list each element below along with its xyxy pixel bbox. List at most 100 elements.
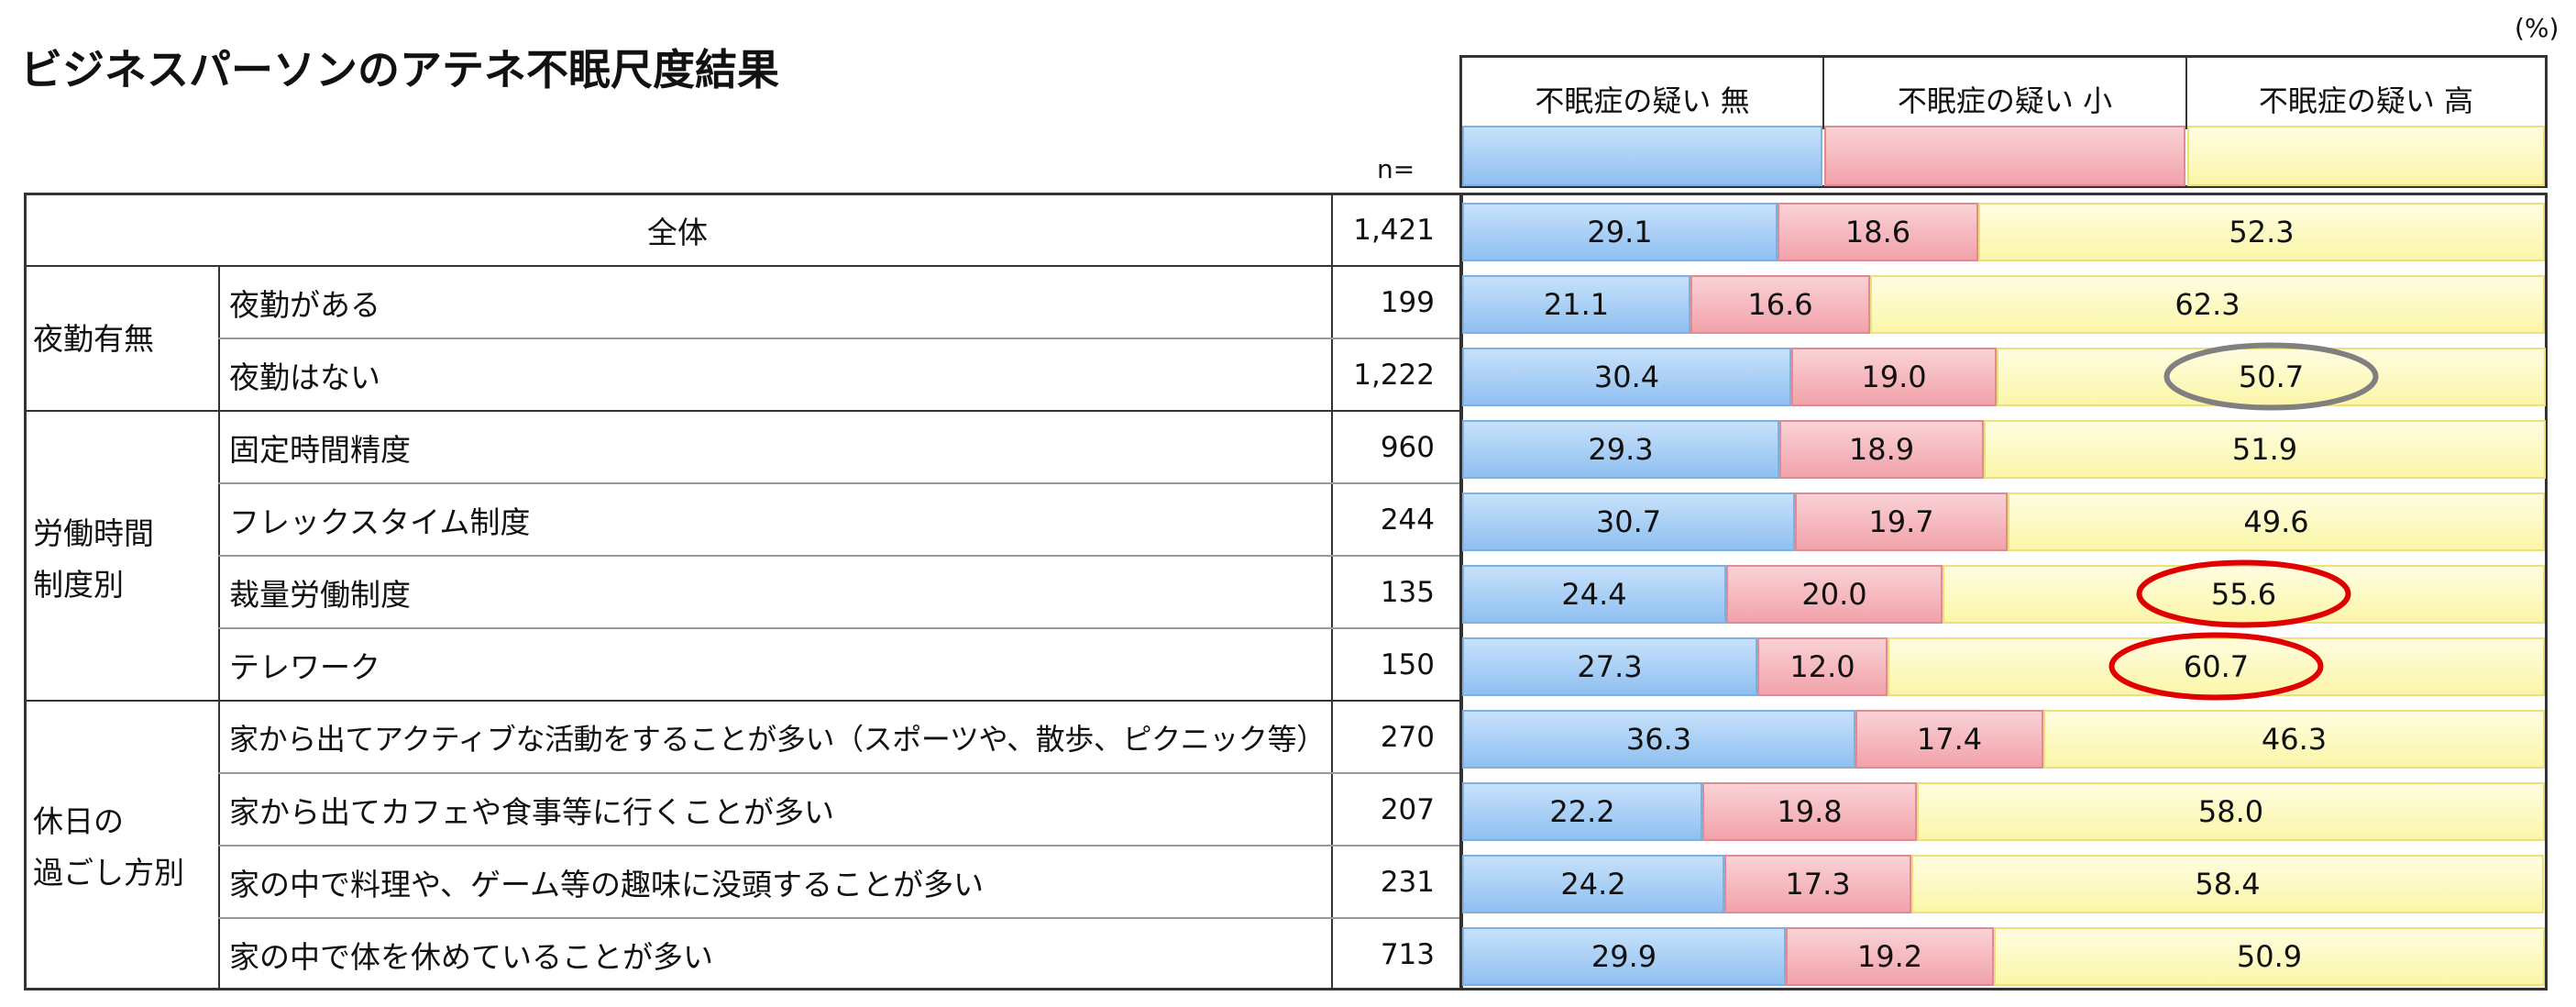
data-label-none: 24.4 bbox=[1561, 576, 1627, 612]
category-label-total: 全体 bbox=[647, 214, 708, 250]
n-value: 150 bbox=[1380, 648, 1435, 681]
bar-segment-high bbox=[1917, 781, 2545, 841]
row-divider bbox=[218, 482, 1459, 484]
highlight-layer bbox=[2108, 342, 2379, 701]
bar-row: 21.1 16.6 62.3 bbox=[1462, 274, 2545, 334]
legend-swatch-none bbox=[1462, 126, 1822, 186]
n-value: 960 bbox=[1380, 431, 1435, 464]
bar-segment-high bbox=[1994, 926, 2545, 986]
legend-label-low: 不眠症の疑い 小 bbox=[1897, 83, 2113, 118]
bar-segment-low bbox=[1779, 419, 1984, 479]
bar-segment-low bbox=[1724, 854, 1911, 913]
bar-segment-low bbox=[1855, 709, 2043, 769]
data-label-high: 49.6 bbox=[2243, 503, 2309, 539]
data-label-none: 22.2 bbox=[1549, 793, 1615, 829]
n-value: 231 bbox=[1380, 866, 1435, 899]
group-label-holiday: 休日の 過ごし方別 bbox=[33, 803, 184, 891]
highlight-circle bbox=[2108, 632, 2324, 701]
row-divider bbox=[218, 627, 1459, 629]
bar-row: 24.4 20.0 55.6 bbox=[1462, 564, 2545, 624]
n-value: 713 bbox=[1380, 938, 1435, 971]
highlight-circle bbox=[2136, 559, 2351, 628]
legend-label-none: 不眠症の疑い 無 bbox=[1535, 83, 1750, 118]
bar-segment-high bbox=[1978, 202, 2545, 261]
row-divider bbox=[24, 410, 1463, 412]
bar-segment-high bbox=[1997, 347, 2546, 406]
data-label-high: 58.4 bbox=[2195, 866, 2261, 902]
category-label: 家から出てカフェや食事等に行くことが多い bbox=[229, 793, 834, 830]
row-divider bbox=[24, 265, 1463, 267]
chart-title: ビジネスパーソンのアテネ不眠尺度結果 bbox=[20, 45, 779, 94]
bar-segment-high bbox=[1870, 274, 2545, 334]
data-label-low: 18.6 bbox=[1844, 214, 1911, 249]
data-label-high: 55.6 bbox=[2210, 576, 2277, 612]
data-label-low: 16.6 bbox=[1747, 286, 1813, 322]
bar-segment-low bbox=[1702, 781, 1917, 841]
legend-item-high: 不眠症の疑い 高 bbox=[2187, 58, 2545, 186]
data-label-none: 27.3 bbox=[1577, 648, 1643, 684]
data-label-high: 50.7 bbox=[2238, 359, 2305, 394]
category-label: 家の中で体を休めていることが多い bbox=[229, 938, 713, 975]
n-value: 1,421 bbox=[1353, 214, 1435, 247]
legend-item-none: 不眠症の疑い 無 bbox=[1462, 58, 1822, 186]
data-label-low: 17.4 bbox=[1916, 721, 1983, 757]
bar-row: 29.1 18.6 52.3 bbox=[1462, 202, 2545, 261]
column-divider bbox=[218, 265, 220, 988]
bar-segment-low bbox=[1778, 202, 1978, 261]
data-label-high: 50.9 bbox=[2236, 938, 2303, 974]
bar-row: 24.2 17.3 58.4 bbox=[1462, 854, 2545, 913]
n-value: 270 bbox=[1380, 721, 1435, 754]
bar-row: 30.4 19.0 50.7 bbox=[1462, 347, 2546, 406]
data-label-none: 30.4 bbox=[1593, 359, 1660, 394]
row-divider bbox=[218, 845, 1459, 847]
bar-row: 29.3 18.9 51.9 bbox=[1462, 419, 2546, 479]
bar-segment-low bbox=[1726, 564, 1943, 624]
category-label: 夜勤はない bbox=[229, 359, 380, 395]
data-label-high: 52.3 bbox=[2229, 214, 2295, 249]
data-label-none: 29.1 bbox=[1587, 214, 1653, 249]
bar-segment-high bbox=[1984, 419, 2546, 479]
data-label-high: 60.7 bbox=[2183, 648, 2250, 684]
data-label-high: 46.3 bbox=[2261, 721, 2328, 757]
bar-row: 29.9 19.2 50.9 bbox=[1462, 926, 2545, 986]
legend-label-high: 不眠症の疑い 高 bbox=[2258, 83, 2474, 118]
data-label-none: 29.3 bbox=[1588, 431, 1654, 467]
data-label-none: 30.7 bbox=[1595, 503, 1662, 539]
data-label-none: 24.2 bbox=[1560, 866, 1626, 902]
data-label-high: 58.0 bbox=[2197, 793, 2264, 829]
stacked-bar-chart: 29.1 18.6 52.3 21.1 16.6 62.3 30.4 19.0 50.7 29.3… bbox=[1459, 193, 2548, 990]
bar-segment-low bbox=[1791, 347, 1997, 406]
bar-segment-none bbox=[1462, 492, 1795, 551]
category-label: 裁量労働制度 bbox=[229, 576, 411, 613]
data-label-low: 20.0 bbox=[1801, 576, 1867, 612]
category-label: 家から出てアクティブな活動をすることが多い（スポーツや、散歩、ピクニック等） bbox=[229, 721, 1326, 757]
row-divider bbox=[24, 700, 1463, 702]
data-label-low: 19.0 bbox=[1861, 359, 1927, 394]
data-label-none: 36.3 bbox=[1625, 721, 1692, 757]
bar-segment-high bbox=[1911, 854, 2544, 913]
bar-segment-low bbox=[1786, 926, 1994, 986]
n-value: 135 bbox=[1380, 576, 1435, 609]
bar-segment-high bbox=[2008, 492, 2545, 551]
bar-row: 27.3 12.0 60.7 bbox=[1462, 636, 2545, 696]
category-label: 固定時間精度 bbox=[229, 431, 411, 468]
legend: 不眠症の疑い 無 不眠症の疑い 小 不眠症の疑い 高 bbox=[1459, 55, 2548, 188]
highlight-circle bbox=[2163, 342, 2379, 411]
legend-swatch-low bbox=[1824, 126, 2185, 186]
legend-swatch-high bbox=[2187, 126, 2545, 186]
bar-segment-none bbox=[1462, 564, 1726, 624]
bar-segment-low bbox=[1690, 274, 1870, 334]
row-divider bbox=[218, 772, 1459, 774]
data-label-low: 19.7 bbox=[1868, 503, 1934, 539]
data-label-high: 62.3 bbox=[2174, 286, 2240, 322]
legend-divider bbox=[2185, 58, 2187, 129]
group-label-work-system: 労働時間 制度別 bbox=[33, 515, 154, 603]
bar-segment-none bbox=[1462, 274, 1690, 334]
n-value: 207 bbox=[1380, 793, 1435, 826]
data-label-high: 51.9 bbox=[2231, 431, 2298, 467]
legend-item-low: 不眠症の疑い 小 bbox=[1824, 58, 2185, 186]
data-label-none: 21.1 bbox=[1543, 286, 1610, 322]
data-label-low: 18.9 bbox=[1848, 431, 1915, 467]
bar-row: 30.7 19.7 49.6 bbox=[1462, 492, 2545, 551]
data-label-none: 29.9 bbox=[1591, 938, 1657, 974]
